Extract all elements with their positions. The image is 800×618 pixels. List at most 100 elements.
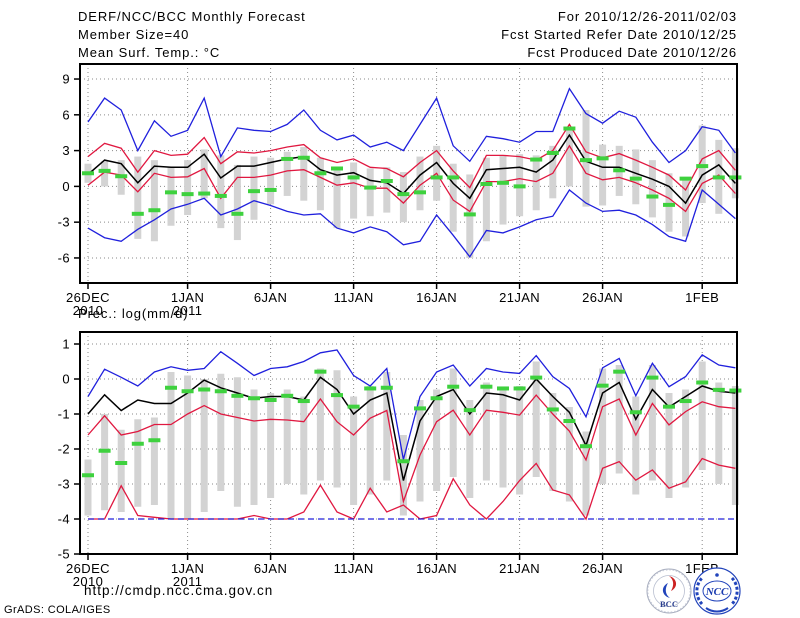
y-axis-tick-label: -3: [58, 477, 70, 492]
spread-bar: [466, 400, 474, 499]
spread-bar: [217, 373, 225, 492]
observation-marker: [463, 212, 476, 217]
x-axis-tick-label: 26DEC: [66, 561, 110, 576]
ncc-wreath-right-icon: [730, 576, 739, 606]
observation-marker: [364, 185, 377, 190]
observation-marker: [115, 461, 128, 466]
spread-bar: [648, 365, 656, 481]
observation-marker: [98, 448, 111, 453]
observation-marker: [198, 191, 211, 196]
y-axis-tick-label: -2: [58, 442, 70, 457]
spread-bar: [698, 361, 706, 471]
spread-bar: [449, 163, 457, 232]
spread-bar: [399, 172, 407, 223]
observation-marker: [331, 166, 343, 171]
x-axis-tick-label: 26JAN: [582, 561, 623, 576]
spread-bar: [499, 389, 507, 488]
observation-marker: [414, 190, 426, 195]
observation-marker: [480, 181, 493, 186]
observation-marker: [629, 176, 642, 181]
observation-marker: [530, 157, 543, 162]
y-axis-tick-label: 1: [62, 337, 70, 352]
observation-marker: [214, 389, 227, 394]
observation-marker: [297, 155, 310, 160]
observation-marker: [513, 386, 526, 391]
observation-marker: [629, 410, 642, 415]
spread-bar: [682, 179, 690, 237]
observation-marker: [248, 396, 260, 401]
observation-marker: [248, 189, 260, 194]
observation-marker: [530, 375, 543, 380]
spread-bar: [267, 393, 275, 499]
x-axis-tick-label: 11JAN: [334, 290, 374, 305]
spread-bar: [565, 407, 573, 502]
spread-bar: [350, 162, 358, 219]
spread-bar: [532, 155, 540, 211]
spread-bar: [482, 382, 490, 481]
observation-marker: [314, 369, 327, 374]
series-ensemble-max: [87, 349, 736, 460]
spread-bar: [416, 156, 424, 211]
observation-marker: [331, 393, 343, 398]
spread-bar: [449, 368, 457, 478]
spread-bar: [200, 149, 208, 199]
ncc-globe-icon: [702, 580, 732, 602]
series-spread-lower: [87, 144, 736, 213]
observation-marker: [131, 441, 144, 446]
spread-bar: [599, 144, 607, 206]
spread-bar: [516, 386, 524, 495]
precipitation-chart-title: Prec.: log(mm/d): [78, 306, 189, 321]
y-axis-tick-label: -5: [58, 547, 70, 562]
observation-marker: [513, 184, 526, 189]
plot-frame: [79, 331, 738, 555]
spread-bar: [283, 389, 291, 485]
grads-credit: GrADS: COLA/IGES: [4, 604, 111, 616]
observation-marker: [447, 384, 460, 389]
ncc-wreath-left-icon: [695, 576, 704, 606]
observation-marker: [397, 192, 410, 197]
spread-bar: [665, 393, 673, 499]
observation-marker: [115, 174, 128, 179]
spread-bar: [101, 161, 109, 187]
x-axis-tick-label: 11JAN: [334, 561, 374, 576]
bcc-red-swirl-icon: [669, 576, 677, 591]
spread-bar: [250, 389, 258, 506]
y-axis-tick-label: 6: [62, 107, 70, 122]
website-url: http://cmdp.ncc.cma.gov.cn: [84, 583, 274, 598]
y-axis-tick-label: 9: [62, 72, 70, 87]
spread-bar: [267, 157, 275, 205]
observation-marker: [596, 156, 609, 161]
observation-marker: [414, 406, 426, 411]
spread-bar: [150, 417, 158, 506]
observation-marker: [497, 386, 509, 391]
spread-bar: [731, 386, 739, 506]
observation-marker: [729, 175, 742, 180]
x-axis-tick-label: 16JAN: [416, 290, 457, 305]
spread-bar: [416, 400, 424, 502]
spread-bar: [283, 151, 291, 196]
spread-bar: [200, 379, 208, 513]
spread-bar: [665, 173, 673, 232]
spread-bar: [84, 459, 92, 516]
spread-bar: [582, 431, 590, 516]
observation-marker: [364, 386, 377, 391]
spread-bar: [167, 167, 175, 226]
x-axis-year-label: 2011: [173, 574, 203, 589]
series-spread-mid: [87, 394, 736, 505]
observation-marker: [380, 385, 393, 390]
observation-marker: [214, 193, 227, 198]
spread-bar: [167, 372, 175, 520]
ncc-logo: NCC: [693, 567, 741, 615]
spread-bar: [184, 160, 192, 216]
spread-bar: [648, 160, 656, 218]
observation-marker: [497, 180, 509, 185]
observation-marker: [580, 444, 592, 449]
spread-bar: [399, 435, 407, 516]
observation-marker: [646, 375, 659, 380]
spread-bar: [333, 370, 341, 488]
bcc-logo-text: BCC: [660, 599, 678, 609]
spread-bar: [316, 368, 324, 481]
spread-bar: [499, 155, 507, 225]
spread-bar: [250, 156, 258, 220]
observation-marker: [131, 211, 144, 216]
